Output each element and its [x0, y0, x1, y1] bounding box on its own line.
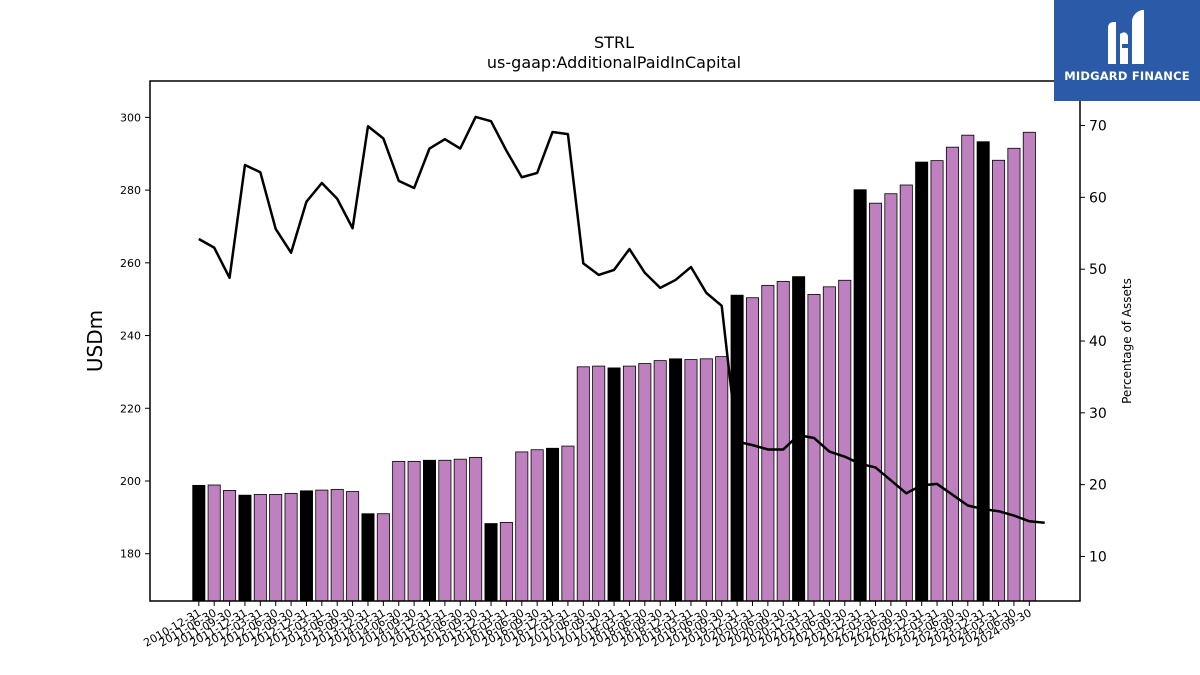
y-tick-label: 200 — [120, 475, 141, 488]
y2-axis-label: Percentage of Assets — [1120, 278, 1134, 404]
bar-2013-09-30 — [361, 513, 375, 602]
bar-2016-12-31 — [561, 445, 575, 602]
y2-tick-label: 10 — [1089, 549, 1107, 565]
bar-2022-12-31 — [930, 160, 944, 602]
y-tick-label: 260 — [120, 257, 141, 270]
bar-2014-12-31 — [438, 459, 452, 602]
bar-2013-12-31 — [376, 513, 390, 602]
bar-2017-12-31 — [622, 365, 636, 602]
bar-2015-12-31 — [499, 522, 513, 602]
bar-2023-09-30 — [976, 141, 990, 602]
y-tick-label: 220 — [120, 402, 141, 415]
chart-subtitle: us-gaap:AdditionalPaidInCapital — [487, 53, 741, 72]
bar-2016-06-30 — [530, 449, 544, 602]
y2-tick-label: 20 — [1089, 478, 1107, 494]
bar-2017-06-30 — [592, 365, 606, 602]
bar-2018-06-30 — [653, 360, 667, 602]
bar-2019-03-31 — [699, 358, 713, 602]
y2-tick-label: 50 — [1089, 262, 1107, 278]
bar-2019-06-30 — [715, 356, 729, 602]
midgard-logo-icon — [1108, 10, 1144, 64]
bar-2020-03-31 — [761, 284, 775, 602]
y2-tick-label: 70 — [1089, 119, 1107, 135]
bar-2022-06-30 — [899, 184, 913, 602]
bar-2012-06-30 — [284, 492, 298, 602]
left-axis: 180 200 220 240 260 280 300 — [120, 111, 150, 561]
bar-2019-12-31 — [745, 297, 759, 602]
bar-2015-09-30 — [484, 523, 498, 602]
bar-2013-06-30 — [346, 491, 360, 602]
bar-2014-03-31 — [392, 460, 406, 602]
bar-2021-09-30 — [853, 189, 867, 602]
bar-2018-09-30 — [669, 358, 683, 602]
bar-2012-03-31 — [269, 494, 283, 602]
bar-2012-09-30 — [299, 490, 313, 602]
bar-2024-03-31 — [1007, 147, 1021, 602]
y-tick-label: 240 — [120, 330, 141, 343]
bar-2018-03-31 — [638, 363, 652, 602]
bar-2011-06-30 — [223, 490, 237, 602]
bar-2016-03-31 — [515, 451, 529, 602]
y2-tick-label: 30 — [1089, 406, 1107, 422]
logo-text: MIDGARD FINANCE — [1064, 69, 1190, 83]
y2-tick-label: 40 — [1089, 334, 1107, 350]
bar-2023-06-30 — [961, 134, 975, 602]
bars-group — [192, 131, 1036, 602]
bar-2012-12-31 — [315, 489, 329, 602]
bar-2022-09-30 — [915, 161, 929, 602]
bar-2017-03-31 — [576, 366, 590, 602]
bar-2020-12-31 — [807, 294, 821, 602]
bar-2010-12-31 — [192, 484, 206, 602]
bar-2011-09-30 — [238, 494, 252, 602]
bar-2017-09-30 — [607, 367, 621, 602]
bar-2021-12-31 — [869, 202, 883, 602]
chart-title: STRL — [594, 33, 634, 52]
bar-2016-09-30 — [546, 447, 560, 602]
bar-2015-06-30 — [469, 456, 483, 602]
bar-2011-03-31 — [207, 484, 221, 602]
bar-2014-09-30 — [422, 459, 436, 602]
y2-tick-label: 60 — [1089, 190, 1107, 206]
y-tick-label: 180 — [120, 548, 141, 561]
bar-2023-03-31 — [945, 146, 959, 602]
x-axis: 2010-12-312011-06-302011-09-302011-12-31… — [141, 601, 1034, 650]
bar-2023-12-31 — [992, 159, 1006, 602]
bar-2015-03-31 — [453, 458, 467, 602]
bar-2019-09-30 — [730, 294, 744, 602]
bar-2021-06-30 — [838, 279, 852, 602]
brand-logo: MIDGARD FINANCE — [1054, 0, 1200, 101]
bar-2024-06-30 — [1022, 131, 1036, 602]
y-tick-label: 280 — [120, 184, 141, 197]
y-axis-label: USDm — [83, 310, 107, 372]
bar-2021-03-31 — [822, 286, 836, 602]
bar-2013-03-31 — [330, 488, 344, 602]
line-group — [198, 115, 1045, 524]
pct-of-assets-line — [198, 115, 1045, 524]
y-tick-label: 300 — [120, 111, 141, 124]
bar-2022-03-31 — [884, 193, 898, 602]
bar-2014-06-30 — [407, 460, 421, 602]
bar-2011-12-31 — [253, 494, 267, 602]
bar-2020-06-30 — [776, 280, 790, 602]
bar-2018-12-31 — [684, 359, 698, 602]
right-axis: 10 20 30 40 50 60 70 — [1080, 119, 1107, 565]
